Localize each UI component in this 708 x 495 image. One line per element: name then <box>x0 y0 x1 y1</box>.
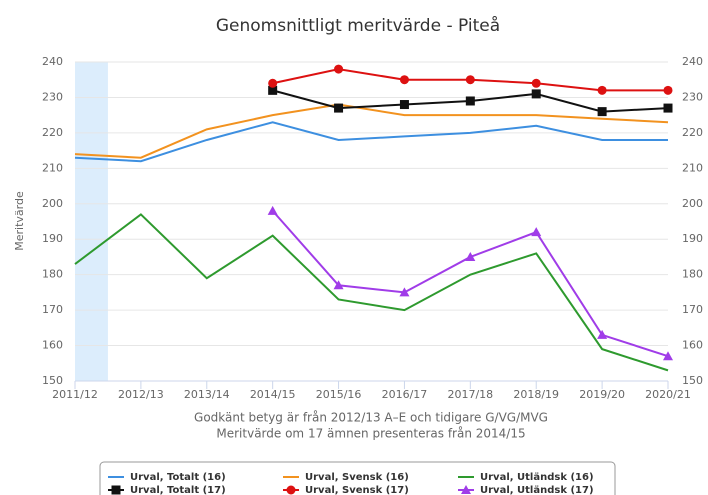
legend-label: Urval, Utländsk (17) <box>480 485 594 495</box>
marker <box>531 89 541 99</box>
marker <box>531 78 541 88</box>
y2-tick-label: 230 <box>682 90 703 103</box>
y-tick-label: 170 <box>42 303 63 316</box>
marker <box>333 280 344 290</box>
x-tick-label: 2014/15 <box>250 388 296 401</box>
marker <box>597 107 607 117</box>
chart-title: Genomsnittligt meritvärde - Piteå <box>216 15 500 36</box>
legend-label: Urval, Svensk (16) <box>305 472 409 483</box>
legend-marker <box>461 485 471 494</box>
legend-marker <box>111 485 121 495</box>
legend-label: Urval, Utländsk (16) <box>480 472 594 483</box>
marker <box>268 85 278 95</box>
legend-marker <box>286 485 296 495</box>
marker <box>531 227 542 237</box>
marker <box>399 75 409 85</box>
marker <box>597 85 607 95</box>
legend-label: Urval, Totalt (17) <box>130 485 226 495</box>
y-tick-label: 150 <box>42 374 63 387</box>
y2-tick-label: 180 <box>682 268 703 281</box>
y2-tick-label: 150 <box>682 374 703 387</box>
x-tick-label: 2019/20 <box>579 388 625 401</box>
legend-label: Urval, Svensk (17) <box>305 485 409 495</box>
y-tick-label: 200 <box>42 197 63 210</box>
legend-box <box>99 461 616 495</box>
marker <box>663 351 673 361</box>
marker <box>268 78 278 88</box>
marker <box>399 287 410 297</box>
y-axis-label: Meritvärde <box>13 191 26 251</box>
marker <box>597 329 608 339</box>
x-tick-label: 2017/18 <box>447 388 493 401</box>
y2-tick-label: 190 <box>682 232 703 245</box>
marker <box>399 100 409 110</box>
y-tick-label: 160 <box>42 339 63 352</box>
marker <box>334 103 344 113</box>
marker <box>465 251 476 261</box>
x-tick-label: 2018/19 <box>513 388 559 401</box>
x-note: Godkänt betyg är från 2012/13 A–E och ti… <box>194 411 548 425</box>
legend-label: Urval, Totalt (16) <box>130 472 226 483</box>
marker <box>267 205 278 215</box>
y-tick-label: 220 <box>42 126 63 139</box>
marker <box>465 75 475 85</box>
y-tick-label: 180 <box>42 268 63 281</box>
y2-tick-label: 170 <box>682 303 703 316</box>
series-line <box>74 121 668 163</box>
x-tick-label: 2016/17 <box>382 388 428 401</box>
y2-tick-label: 200 <box>682 197 703 210</box>
plot-band <box>75 62 108 381</box>
y-tick-label: 190 <box>42 232 63 245</box>
marker <box>663 103 673 113</box>
marker <box>663 85 673 95</box>
y2-tick-label: 240 <box>682 55 703 68</box>
y-tick-label: 230 <box>42 90 63 103</box>
marker <box>465 96 475 106</box>
x-note: Meritvärde om 17 ämnen presenteras från … <box>216 427 525 441</box>
series-line <box>271 210 669 358</box>
marker <box>334 64 344 74</box>
y2-tick-label: 220 <box>682 126 703 139</box>
series-line <box>74 213 669 372</box>
y-tick-label: 210 <box>42 161 63 174</box>
x-tick-label: 2011/12 <box>52 388 98 401</box>
series-line <box>74 103 669 159</box>
x-tick-label: 2013/14 <box>184 388 230 401</box>
y2-tick-label: 210 <box>682 161 703 174</box>
y2-tick-label: 160 <box>682 339 703 352</box>
x-tick-label: 2012/13 <box>118 388 164 401</box>
x-tick-label: 2015/16 <box>316 388 362 401</box>
x-tick-label: 2020/21 <box>645 388 691 401</box>
y-tick-label: 240 <box>42 55 63 68</box>
